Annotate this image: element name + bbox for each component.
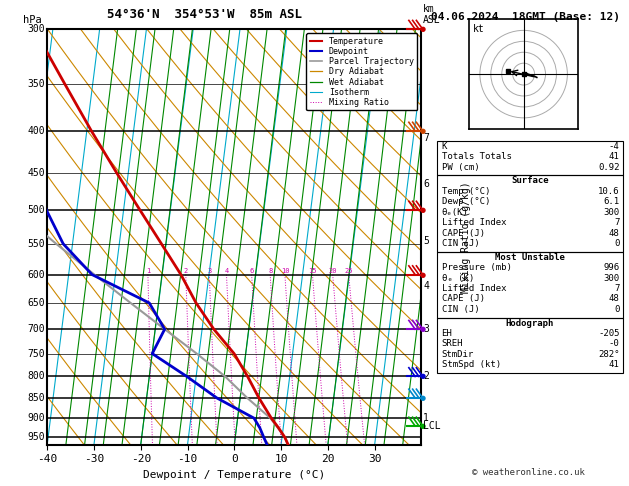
Text: Surface: Surface [511,176,548,185]
Text: 3: 3 [207,268,211,274]
Text: 8: 8 [268,268,272,274]
Text: -205: -205 [598,329,620,338]
Text: 0: 0 [614,239,620,248]
Text: ●: ● [420,128,426,134]
Text: 282°: 282° [598,350,620,359]
Text: StmDir: StmDir [442,350,474,359]
Text: 450: 450 [28,168,45,178]
Text: K: K [442,142,447,151]
Text: StmSpd (kt): StmSpd (kt) [442,360,501,369]
Text: km
ASL: km ASL [423,4,441,25]
Text: 4: 4 [423,281,429,291]
Text: Temp (°C): Temp (°C) [442,187,490,196]
Text: 600: 600 [28,270,45,279]
Text: EH: EH [442,329,452,338]
Text: 1: 1 [146,268,150,274]
Text: θₑ(K): θₑ(K) [442,208,469,217]
Text: θₑ (K): θₑ (K) [442,274,474,282]
Text: CIN (J): CIN (J) [442,305,479,314]
Text: CIN (J): CIN (J) [442,239,479,248]
Text: 850: 850 [28,393,45,403]
Text: 20: 20 [329,268,337,274]
Text: 1: 1 [423,413,429,423]
Text: 300: 300 [603,274,620,282]
Text: 7: 7 [614,218,620,227]
Text: 300: 300 [603,208,620,217]
Text: ●: ● [420,423,426,429]
Text: 2: 2 [184,268,188,274]
Text: 6: 6 [423,179,429,190]
Text: Dewp (°C): Dewp (°C) [442,197,490,206]
Text: Lifted Index: Lifted Index [442,284,506,293]
Text: ●: ● [420,373,426,380]
Text: 4: 4 [225,268,229,274]
Text: SREH: SREH [442,339,463,348]
Text: 15: 15 [308,268,317,274]
Text: 0.92: 0.92 [598,163,620,172]
Text: kt: kt [474,24,485,34]
Text: 400: 400 [28,126,45,136]
Text: Mixing Ratio (g/kg): Mixing Ratio (g/kg) [461,181,471,293]
Text: 6: 6 [250,268,254,274]
Text: ●: ● [420,26,426,32]
Text: 0: 0 [614,305,620,314]
Text: 900: 900 [28,413,45,423]
Text: 10.6: 10.6 [598,187,620,196]
Text: ●: ● [420,395,426,401]
Text: 500: 500 [28,205,45,215]
Text: 650: 650 [28,298,45,308]
Text: 7: 7 [614,284,620,293]
X-axis label: Dewpoint / Temperature (°C): Dewpoint / Temperature (°C) [143,470,325,480]
Text: 48: 48 [609,295,620,303]
Text: LCL: LCL [423,421,440,431]
Text: 350: 350 [28,79,45,89]
Text: Most Unstable: Most Unstable [495,253,565,261]
Text: -0: -0 [609,339,620,348]
Text: 800: 800 [28,371,45,382]
Text: 54°36'N  354°53'W  85m ASL: 54°36'N 354°53'W 85m ASL [107,8,302,21]
Text: 996: 996 [603,263,620,272]
Text: ●: ● [420,272,426,278]
Text: ●: ● [420,326,426,332]
Text: 41: 41 [609,360,620,369]
Text: Lifted Index: Lifted Index [442,218,506,227]
Text: 5: 5 [423,236,429,245]
Text: 25: 25 [345,268,353,274]
Text: 550: 550 [28,239,45,249]
Text: 2: 2 [423,371,429,382]
Text: ●: ● [420,207,426,213]
Text: 300: 300 [28,24,45,34]
Text: © weatheronline.co.uk: © weatheronline.co.uk [472,468,585,477]
Text: 10: 10 [281,268,289,274]
Text: 3: 3 [423,324,429,334]
Text: 700: 700 [28,324,45,334]
Text: PW (cm): PW (cm) [442,163,479,172]
Text: 04.06.2024  18GMT (Base: 12): 04.06.2024 18GMT (Base: 12) [431,12,620,22]
Text: Totals Totals: Totals Totals [442,153,511,161]
Text: Pressure (mb): Pressure (mb) [442,263,511,272]
Text: 7: 7 [423,133,429,143]
Text: 750: 750 [28,348,45,359]
Legend: Temperature, Dewpoint, Parcel Trajectory, Dry Adiabat, Wet Adiabat, Isotherm, Mi: Temperature, Dewpoint, Parcel Trajectory… [306,34,417,110]
Text: -4: -4 [609,142,620,151]
Text: 950: 950 [28,433,45,442]
Text: 6.1: 6.1 [603,197,620,206]
Text: CAPE (J): CAPE (J) [442,228,484,238]
Text: 41: 41 [609,153,620,161]
Text: 48: 48 [609,228,620,238]
Text: Hodograph: Hodograph [506,318,554,328]
Text: CAPE (J): CAPE (J) [442,295,484,303]
Text: hPa: hPa [23,15,42,25]
